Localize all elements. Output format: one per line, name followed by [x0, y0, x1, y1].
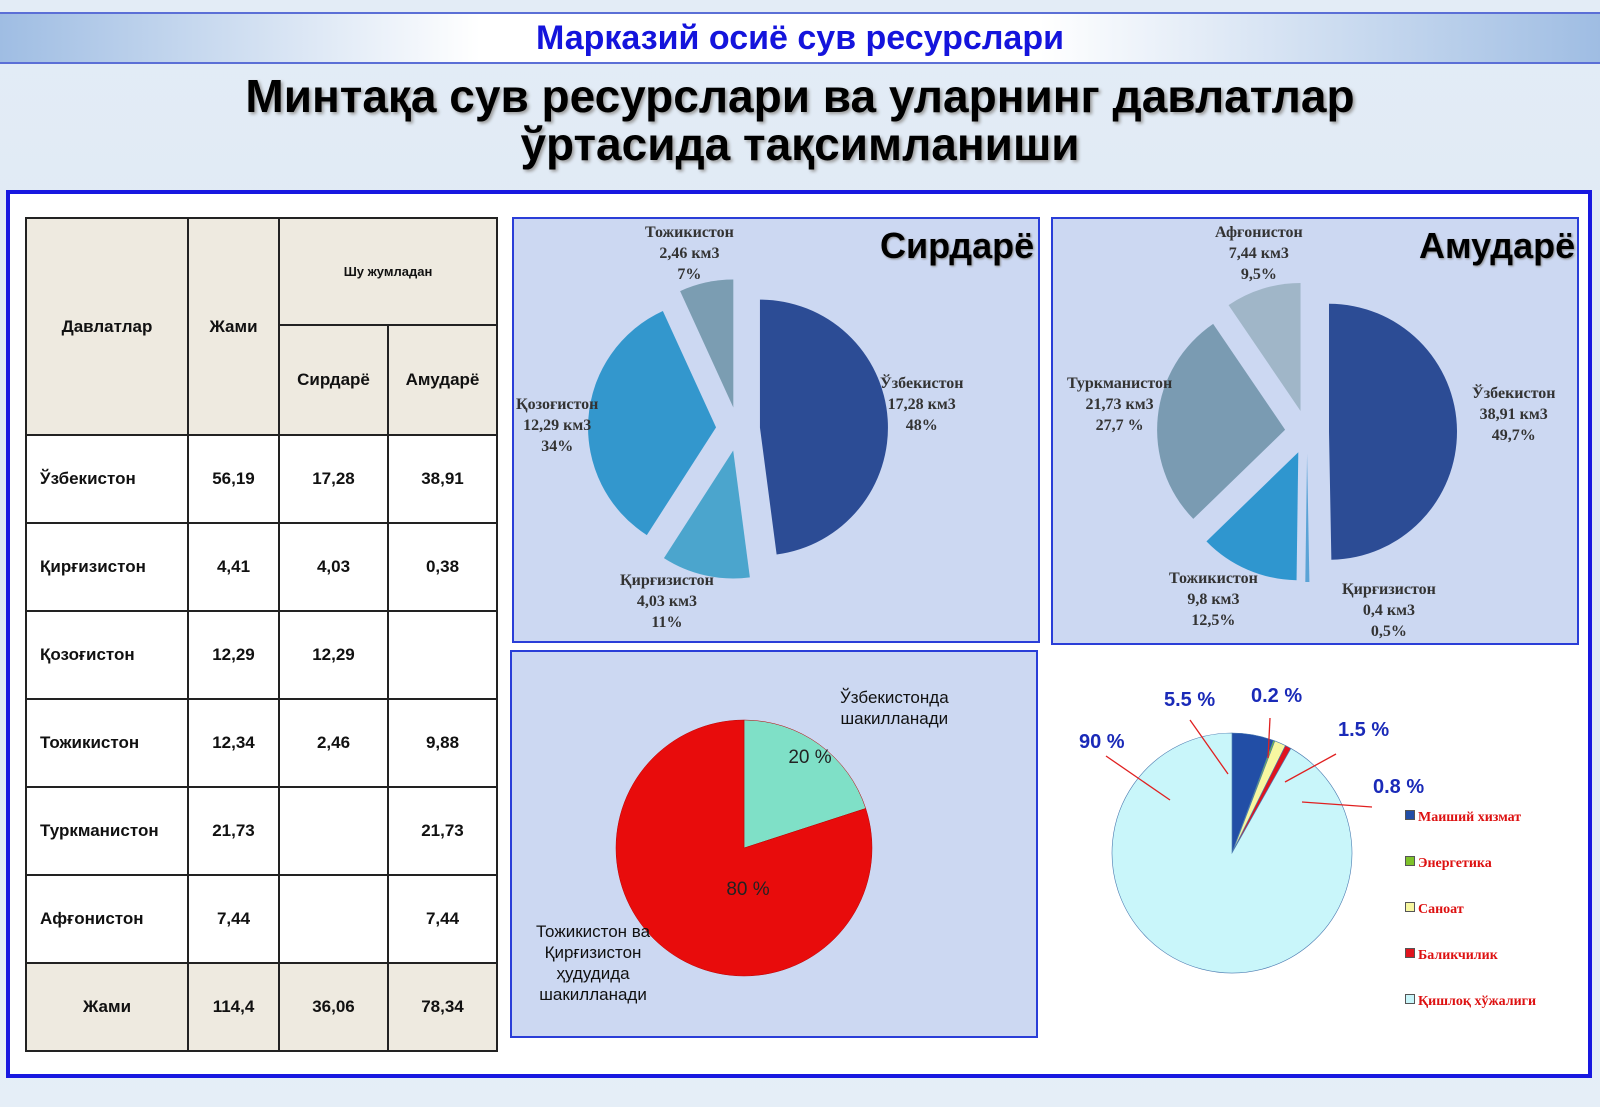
cell-total: 4,41 [187, 522, 280, 612]
syr-label-tajikistan: Тожикистон 2,46 км3 7% [645, 224, 734, 283]
pie-slice-2 [1206, 452, 1299, 581]
main-title: Минтақа сув ресурслари ва уларнинг давла… [0, 72, 1600, 168]
cell-syrdarya [278, 786, 389, 876]
amu-label-tajikistan: Тожикистон 9,8 км3 12,5% [1169, 570, 1258, 629]
cell-total: 114,4 [187, 962, 280, 1052]
cell-country: Туркманистон [25, 786, 189, 876]
cell-amudarya: 38,91 [387, 434, 498, 524]
amu-label-afghanistan: Афғонистон 7,44 км3 9,5% [1215, 224, 1303, 283]
leader-line [1267, 717, 1271, 759]
usage-label-agriculture: 90 % [1079, 731, 1125, 753]
cell-total: 21,73 [187, 786, 280, 876]
pie-slice-1 [615, 719, 873, 977]
cell-country: Ўзбекистон [25, 434, 189, 524]
amudarya-pie-panel [1051, 217, 1579, 645]
syrdarya-chart-title: Сирдарё [880, 225, 1035, 266]
legend-swatch [1405, 856, 1415, 866]
cell-syrdarya [278, 874, 389, 964]
header-country: Давлатлар [25, 217, 189, 436]
cell-total: 12,29 [187, 610, 280, 700]
cell-syrdarya: 36,06 [278, 962, 389, 1052]
cell-amudarya: 21,73 [387, 786, 498, 876]
cell-syrdarya: 4,03 [278, 522, 389, 612]
pie-slice-0 [759, 299, 888, 555]
legend-swatch [1405, 902, 1415, 912]
usage-label-industry: 1.5 % [1338, 719, 1390, 741]
legend-item-industry: Саноат [1405, 902, 1464, 918]
syr-label-uzbekistan: Ўзбекистон 17,28 км3 48% [880, 375, 964, 434]
cell-amudarya: 78,34 [387, 962, 498, 1052]
pie-slice-1 [663, 450, 750, 579]
cell-total: 7,44 [187, 874, 280, 964]
cell-country: Тожикистон [25, 698, 189, 788]
header-syrdarya: Сирдарё [278, 324, 389, 436]
header-total: Жами [187, 217, 280, 436]
leader-line [1301, 801, 1373, 808]
header-including: Шу жумладан [278, 217, 498, 326]
pie-slice-1 [1305, 453, 1310, 582]
formation-percent-tajik-kyrgyz: 80 % [726, 879, 769, 900]
cell-syrdarya: 17,28 [278, 434, 389, 524]
amudarya-chart-title: Амударё [1419, 225, 1576, 266]
table-total-row: Жами 114,4 36,06 78,34 [25, 962, 498, 1052]
pie-slice-4 [1228, 282, 1301, 411]
leader-line [1105, 755, 1171, 801]
cell-amudarya: 9,88 [387, 698, 498, 788]
formation-label-uzbekistan: Ўзбекистонда шакилланади [840, 688, 949, 728]
usage-legend: Маиший хизмат Энергетика Саноат Баликчил… [1397, 808, 1560, 1033]
amu-label-uzbekistan: Ўзбекистон 38,91 км3 49,7% [1472, 385, 1556, 444]
usage-label-energy: 0.2 % [1251, 685, 1303, 707]
pie-slice-3 [1157, 323, 1286, 519]
cell-amudarya: 0,38 [387, 522, 498, 612]
main-title-line1: Минтақа сув ресурслари ва уларнинг давла… [245, 70, 1355, 122]
leader-line [1284, 753, 1337, 783]
header-bar: Марказий осиё сув ресурслари [0, 12, 1600, 64]
legend-item-fishery: Баликчилик [1405, 948, 1498, 964]
legend-item-agriculture: Қишлоқ хўжалиги [1405, 994, 1536, 1010]
pie-slice-0 [743, 719, 867, 849]
legend-item-energy: Энергетика [1405, 856, 1492, 872]
syr-label-kyrgyzstan: Қирғизистон 4,03 км3 11% [620, 572, 714, 631]
cell-syrdarya: 12,29 [278, 610, 389, 700]
cell-country: Жами [25, 962, 189, 1052]
syr-label-kazakhstan: Қозоғистон 12,29 км3 34% [516, 396, 599, 455]
cell-amudarya: 7,44 [387, 874, 498, 964]
cell-total: 12,34 [187, 698, 280, 788]
cell-syrdarya: 2,46 [278, 698, 389, 788]
leader-line [1189, 719, 1229, 775]
main-title-line2: ўртасида тақсимланиши [520, 118, 1080, 170]
water-resources-table: Давлатлар Жами Шу жумладан Сирдарё Амуда… [25, 217, 498, 1052]
header-amudarya: Амударё [387, 324, 498, 436]
table-row: Туркманистон 21,73 21,73 [25, 786, 498, 876]
table-row: Қозоғистон 12,29 12,29 [25, 610, 498, 700]
cell-country: Қозоғистон [25, 610, 189, 700]
pie-slice-2 [588, 311, 717, 536]
table-row: Ўзбекистон 56,19 17,28 38,91 [25, 434, 498, 524]
formation-label-tajik-kyrgyz: Тожикистон ва Қирғизистон ҳудудида шакиллан… [536, 922, 651, 1004]
table-row: Тожикистон 12,34 2,46 9,88 [25, 698, 498, 788]
amu-label-kyrgyzstan: Қирғизистон 0,4 км3 0,5% [1342, 581, 1436, 640]
table-row: Қирғизистон 4,41 4,03 0,38 [25, 522, 498, 612]
usage-label-fishery: 0.8 % [1373, 776, 1425, 798]
cell-total: 56,19 [187, 434, 280, 524]
formation-percent-uzbekistan: 20 % [788, 747, 831, 768]
cell-country: Қирғизистон [25, 522, 189, 612]
legend-swatch [1405, 810, 1415, 820]
cell-amudarya [387, 610, 498, 700]
pie-slice-4 [1111, 732, 1353, 974]
table-row: Афғонистон 7,44 7,44 [25, 874, 498, 964]
usage-label-household: 5.5 % [1164, 689, 1216, 711]
legend-swatch [1405, 948, 1415, 958]
legend-swatch [1405, 994, 1415, 1004]
pie-slice-3 [680, 279, 734, 408]
cell-country: Афғонистон [25, 874, 189, 964]
pie-slice-0 [1328, 303, 1457, 560]
amu-label-turkmenistan: Туркманистон 21,73 км3 27,7 % [1067, 375, 1173, 434]
legend-item-household: Маиший хизмат [1405, 810, 1521, 826]
header-title: Марказий осиё сув ресурслари [535, 19, 1064, 57]
